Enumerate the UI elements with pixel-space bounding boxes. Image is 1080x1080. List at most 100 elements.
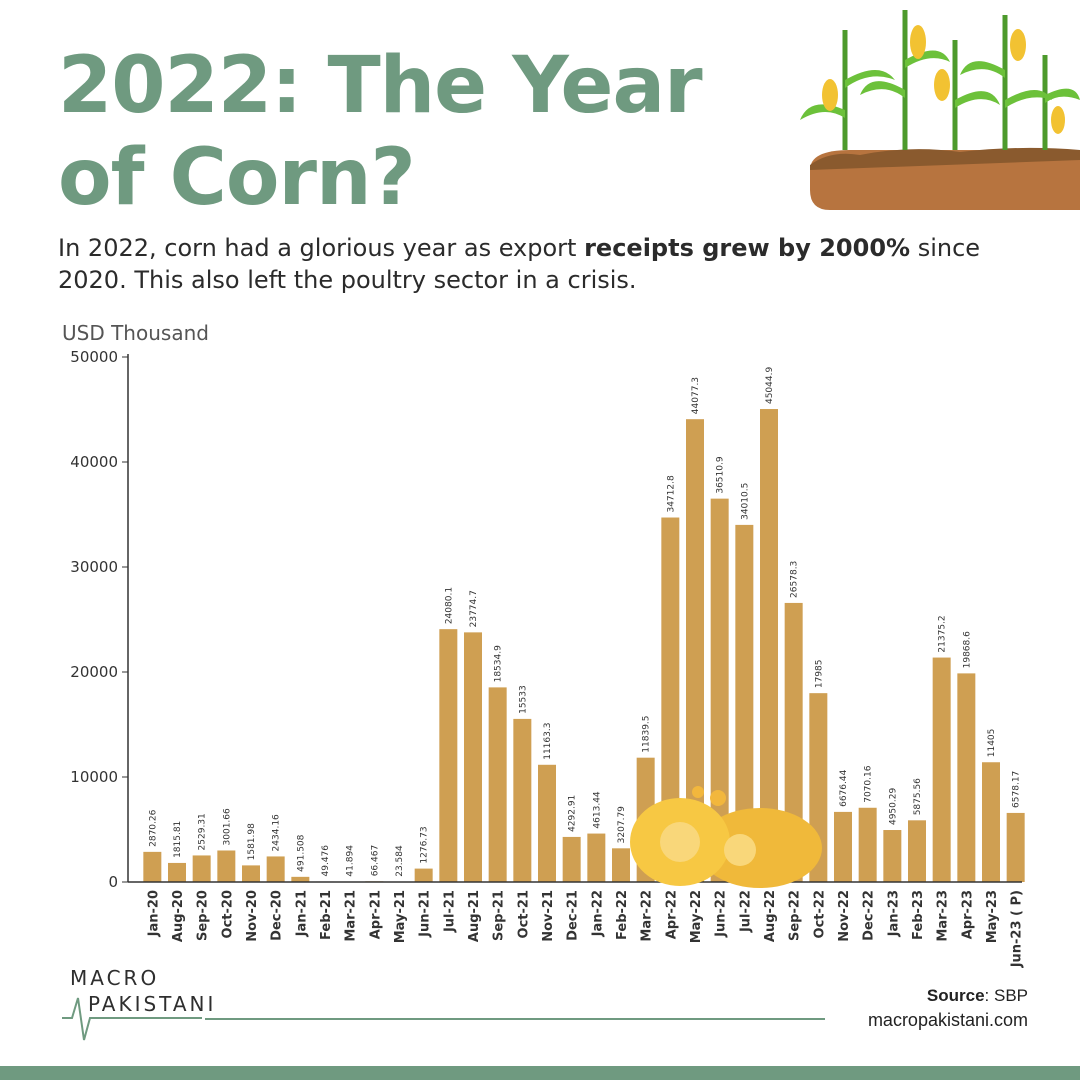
bar <box>784 602 803 882</box>
bar-value-label: 49.476 <box>321 845 331 877</box>
bar <box>834 811 852 882</box>
bar-value-label: 1581.98 <box>247 823 257 860</box>
logo-line-2: PAKISTANI <box>88 992 217 1016</box>
bar <box>513 718 532 882</box>
y-tick-label: 0 <box>108 873 118 891</box>
bar <box>143 851 162 882</box>
footer-divider <box>205 1018 825 1020</box>
bar-value-label: 17985 <box>814 660 824 689</box>
x-tick-label: May-23 <box>985 890 1000 943</box>
bar-value-label: 21375.2 <box>938 615 948 652</box>
bar-value-label: 4613.44 <box>592 791 602 828</box>
bar-value-label: 3001.66 <box>222 808 232 845</box>
bar <box>1006 812 1025 882</box>
bar-value-label: 26578.3 <box>790 561 800 598</box>
bar-value-label: 23774.7 <box>469 590 479 627</box>
logo-line-1: MACRO <box>70 966 160 990</box>
x-tick-label: Jun-22 <box>714 890 729 938</box>
bar-value-label: 1815.81 <box>173 821 183 858</box>
x-tick-label: Jan-22 <box>590 890 605 937</box>
x-tick-label: Jan-21 <box>294 890 309 937</box>
bar-value-label: 3207.79 <box>617 806 627 843</box>
bar-value-label: 7070.16 <box>864 765 874 802</box>
x-tick-label: Feb-22 <box>615 890 630 940</box>
bar <box>710 498 729 882</box>
bar <box>982 762 1000 882</box>
bar <box>883 830 902 882</box>
bar-value-label: 34712.8 <box>666 475 676 512</box>
bar-value-label: 45044.9 <box>765 367 775 404</box>
x-tick-label: Jun-21 <box>418 890 433 938</box>
bar <box>168 862 186 882</box>
source-value: : SBP <box>984 986 1028 1005</box>
macro-pakistani-logo: MACRO PAKISTANI <box>62 964 213 1044</box>
y-tick-label: 20000 <box>70 663 118 681</box>
bar-value-label: 19868.6 <box>962 631 972 668</box>
source-note: Source: SBP <box>927 986 1028 1006</box>
x-tick-label: Feb-21 <box>319 890 334 940</box>
bar <box>414 868 433 882</box>
x-tick-label: Dec-21 <box>566 890 581 941</box>
bar-value-label: 5875.56 <box>913 778 923 815</box>
x-tick-label: Oct-21 <box>516 890 531 938</box>
x-tick-label: Jan-23 <box>886 890 901 937</box>
bar <box>957 673 976 882</box>
corn-cobs-illustration <box>630 786 822 888</box>
x-tick-label: Apr-21 <box>368 890 383 939</box>
x-tick-label: Aug-20 <box>171 890 186 942</box>
x-tick-label: Nov-20 <box>245 890 260 942</box>
x-tick-label: Mar-21 <box>344 890 359 942</box>
bar-value-label: 44077.3 <box>691 377 701 414</box>
bar <box>464 632 482 882</box>
x-tick-label: Sep-20 <box>196 890 211 941</box>
x-tick-label: Oct-20 <box>220 890 235 938</box>
subtitle-highlight: receipts grew by 2000% <box>584 234 911 262</box>
website-link[interactable]: macropakistani.com <box>867 1010 1028 1030</box>
bar <box>686 419 704 882</box>
x-tick-label: Aug-22 <box>763 890 778 942</box>
bar-value-label: 18534.9 <box>494 645 504 682</box>
x-tick-label: Feb-23 <box>911 890 926 940</box>
x-tick-label: Jun-23 ( P) <box>1010 890 1025 968</box>
bar-value-label: 2870.26 <box>148 809 158 846</box>
y-tick-label: 30000 <box>70 558 118 576</box>
bottom-bar <box>0 1066 1080 1080</box>
bar <box>538 764 556 882</box>
bar-value-label: 1276.73 <box>420 826 430 863</box>
bar <box>858 807 877 882</box>
logo-pulse-icon <box>62 997 202 1041</box>
subtitle: In 2022, corn had a glorious year as exp… <box>58 232 1018 296</box>
title-line-2: of Corn? <box>58 133 416 223</box>
bar-value-label: 491.508 <box>296 834 306 871</box>
x-tick-label: Nov-22 <box>837 890 852 942</box>
x-tick-label: Sep-21 <box>492 890 507 941</box>
y-tick-label: 40000 <box>70 453 118 471</box>
bar-value-label: 23.584 <box>395 845 405 877</box>
x-tick-label: Jul-22 <box>738 890 753 933</box>
bar <box>587 833 606 882</box>
x-tick-label: Sep-22 <box>788 890 803 941</box>
bar <box>661 517 680 882</box>
bar <box>908 820 926 882</box>
x-tick-label: Apr-23 <box>960 890 975 939</box>
bar <box>242 865 260 882</box>
x-tick-label: May-22 <box>689 890 704 943</box>
x-tick-label: Oct-22 <box>812 890 827 938</box>
bar <box>488 687 507 882</box>
bar <box>439 629 458 882</box>
bar-value-label: 34010.5 <box>740 483 750 520</box>
y-tick-label: 10000 <box>70 768 118 786</box>
bar-value-label: 15533 <box>518 685 528 714</box>
bar <box>932 657 951 882</box>
x-tick-label: Dec-22 <box>862 890 877 941</box>
title-line-1: 2022: The Year <box>58 41 703 131</box>
x-tick-label: Nov-21 <box>541 890 556 942</box>
bar-value-label: 4950.29 <box>888 788 898 825</box>
x-tick-label: Mar-23 <box>936 890 951 942</box>
bar <box>217 850 236 882</box>
bar <box>760 409 778 882</box>
bar-value-label: 2529.31 <box>198 813 208 850</box>
x-tick-label: May-21 <box>393 890 408 943</box>
bar <box>612 848 630 882</box>
